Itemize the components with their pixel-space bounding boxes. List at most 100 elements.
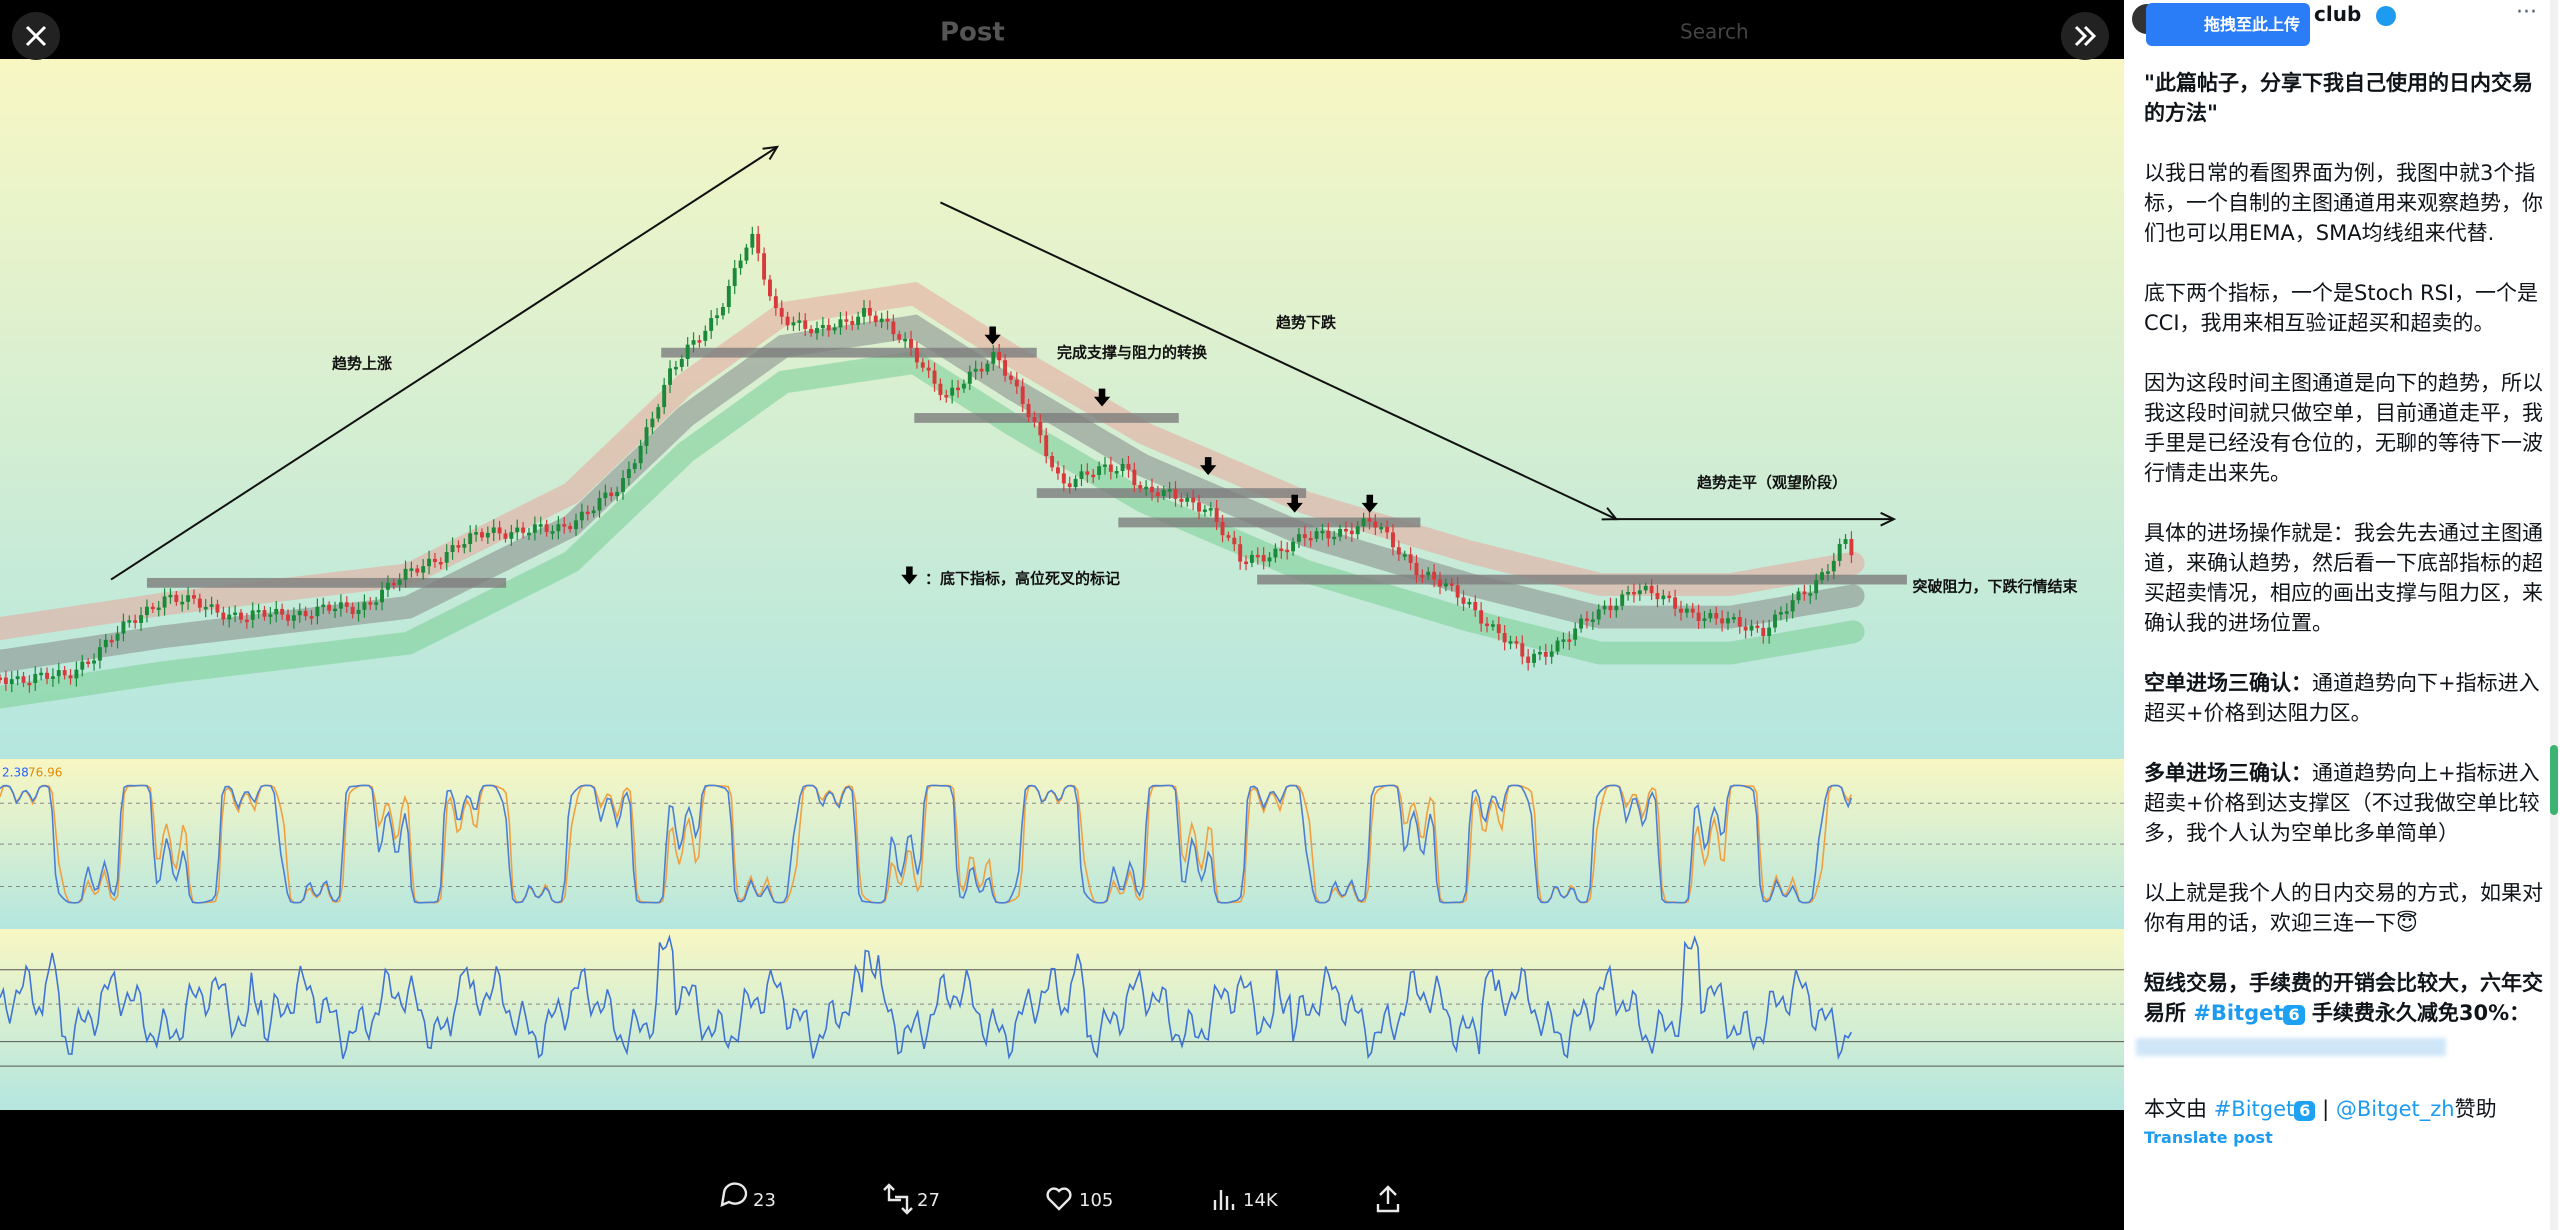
candle-body: [703, 330, 708, 341]
verified-badge: [2376, 6, 2396, 26]
candle-body: [932, 370, 937, 384]
candle-body: [1050, 456, 1055, 468]
candle-body: [1026, 403, 1031, 418]
arrow-head: [762, 145, 780, 161]
candle-body: [1150, 486, 1154, 493]
trend-arrow: [939, 201, 1617, 521]
candle-body: [1385, 526, 1390, 533]
candle-body: [1485, 623, 1489, 627]
annotation: ：底下指标，高位死叉的标记: [925, 570, 1120, 588]
candle-body: [521, 527, 526, 533]
candle-body: [1637, 590, 1642, 595]
candle-body: [303, 610, 308, 617]
candle-body: [1514, 641, 1519, 644]
candle-body: [991, 352, 996, 364]
mention[interactable]: @Bitget_zh: [2335, 1097, 2455, 1121]
more-menu[interactable]: ···: [2516, 0, 2537, 25]
candle-body: [1602, 605, 1607, 610]
signal-arrow: [1093, 388, 1111, 407]
candle-body: [256, 610, 261, 613]
stoch-k-value: 2.38: [2, 766, 29, 780]
candle-body: [174, 594, 179, 602]
candle-body: [1432, 571, 1437, 580]
candle-body: [856, 316, 861, 325]
candle-body: [773, 296, 778, 309]
candle-body: [497, 527, 502, 534]
candle-body: [1220, 521, 1225, 536]
like-icon[interactable]: [1046, 1187, 1072, 1211]
sponsor-text: 本文由: [2144, 1097, 2214, 1121]
candle-body: [1226, 535, 1231, 538]
candle-body: [1308, 537, 1313, 541]
upload-button[interactable]: 拖拽至此上传: [2146, 3, 2310, 46]
author-name[interactable]: club: [2314, 2, 2362, 26]
candle-body: [1379, 526, 1384, 530]
candle-body: [286, 614, 290, 621]
paragraph: 以我日常的看图界面为例，我图中就3个指标，一个自制的主图通道用来观察趋势，你们也…: [2144, 158, 2544, 248]
candle-body: [656, 407, 661, 419]
paragraph-text: 底下两个指标，一个是Stoch RSI，一个是CCI，我用来相互验证超买和超卖的…: [2144, 281, 2539, 335]
post-paragraphs: 以我日常的看图界面为例，我图中就3个指标，一个自制的主图通道用来观察趋势，你们也…: [2144, 158, 2544, 938]
candle-body: [1249, 554, 1254, 563]
media-viewer: Post Search 趋势上涨 趋势下跌 完成支撑与阻力的转换 趋势走平（观望…: [0, 12, 2124, 1215]
candle-body: [239, 612, 243, 620]
candle-body: [1091, 474, 1096, 478]
candle-body: [444, 552, 449, 563]
candle-body: [221, 612, 226, 620]
candle-body: [867, 307, 872, 316]
candle-body: [344, 602, 349, 607]
candle-body: [209, 604, 214, 607]
candle-body: [1455, 585, 1460, 598]
candle-body: [1414, 562, 1419, 576]
repost-icon[interactable]: [883, 1183, 913, 1215]
hashtag[interactable]: #Bitget: [2213, 1097, 2295, 1121]
candle-body: [638, 445, 643, 464]
candle-body: [532, 524, 537, 533]
scroll-thumb[interactable]: [2550, 745, 2558, 815]
candle-body: [914, 347, 919, 363]
annotation: 趋势上涨: [332, 355, 392, 373]
promo: 短线交易，手续费的开销会比较大，六年交易所 #Bitget 6 手续费永久减免30…: [2144, 968, 2544, 1028]
candle-body: [1702, 618, 1707, 621]
candle-body: [1796, 591, 1801, 601]
candle-body: [1761, 627, 1766, 636]
paragraph-text: 以我日常的看图界面为例，我图中就3个指标，一个自制的主图通道用来观察趋势，你们也…: [2144, 161, 2543, 245]
candle-body: [750, 233, 755, 248]
candle-body: [9, 679, 14, 685]
candle-body: [591, 510, 596, 514]
candle-body: [803, 320, 808, 329]
candle-body: [1849, 539, 1854, 556]
stoch-d-line: [0, 784, 1853, 904]
candle-body: [1355, 526, 1360, 535]
candle-body: [186, 595, 191, 602]
candle-body: [1373, 521, 1378, 528]
candle-body: [397, 579, 402, 585]
candle-body: [1079, 471, 1084, 479]
candle-body: [1144, 486, 1149, 490]
candle-body: [562, 524, 567, 527]
candle-body: [709, 318, 714, 331]
candle-body: [950, 387, 955, 396]
candle-body: [1279, 548, 1284, 552]
candle-body: [1261, 555, 1266, 562]
candle-body: [321, 604, 326, 608]
candle-body: [632, 463, 637, 470]
share-icon[interactable]: [1376, 1185, 1400, 1213]
bold-lead: 空单进场三确认：: [2144, 671, 2312, 695]
sr-zone: [661, 347, 1037, 358]
annotation: 突破阻力，下跌行情结束: [1912, 578, 2078, 596]
candle-body: [1808, 593, 1813, 596]
candle-body: [168, 594, 173, 598]
views-icon[interactable]: [1213, 1190, 1235, 1210]
reply-icon[interactable]: [720, 1182, 748, 1207]
sr-zone: [1257, 574, 1907, 585]
translate-link[interactable]: Translate post: [2144, 1128, 2273, 1147]
hashtag[interactable]: #Bitget: [2193, 1001, 2284, 1025]
badge: 6: [2283, 1005, 2305, 1025]
candle-body: [1367, 518, 1372, 522]
candle-body: [568, 525, 573, 530]
candle-body: [826, 325, 831, 331]
trend-arrow: [110, 146, 778, 581]
candle-body: [650, 418, 655, 428]
signal-arrow: [901, 566, 918, 585]
